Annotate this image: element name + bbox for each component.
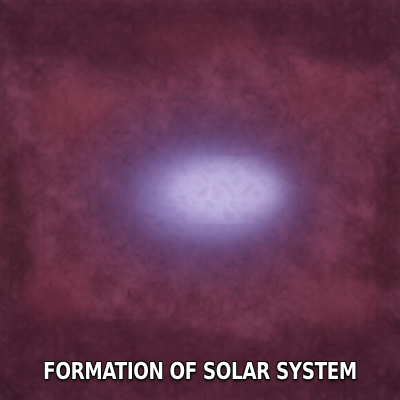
caption-text: FORMATION OF SOLAR SYSTEM [43,359,357,385]
